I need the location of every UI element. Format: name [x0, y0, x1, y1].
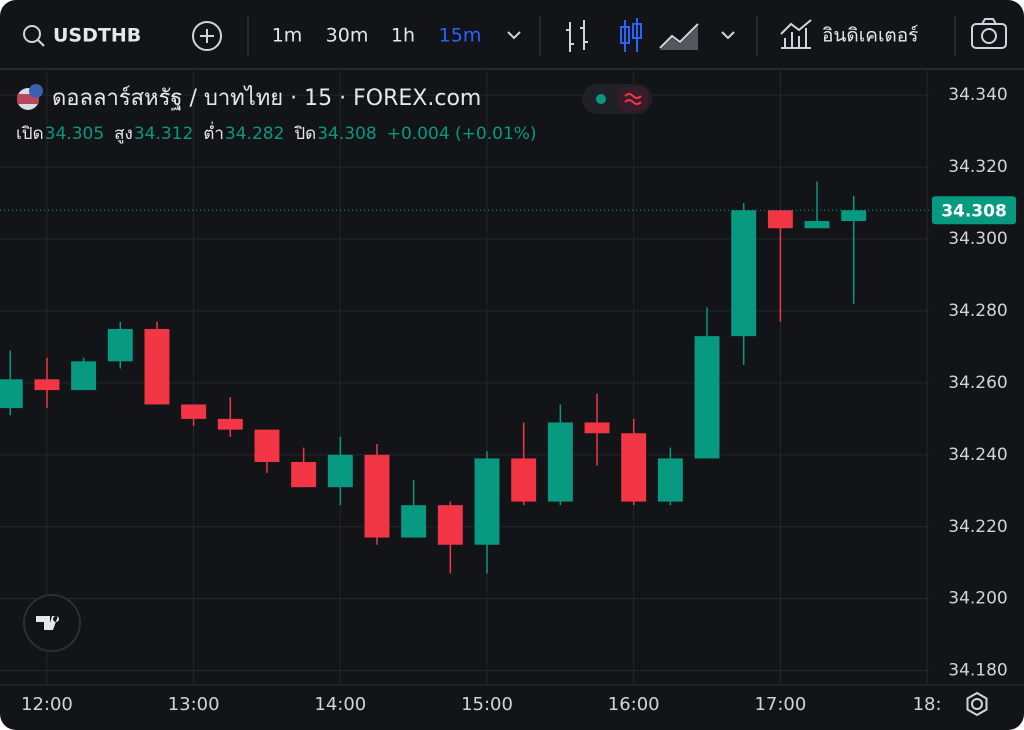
camera-lens	[981, 28, 997, 44]
candle-body	[107, 328, 133, 362]
x-tick-label: 16:00	[608, 694, 660, 715]
candles-icon-body	[632, 23, 642, 39]
interval[interactable]: 30m	[326, 25, 369, 47]
ohlc-label: สูง	[114, 124, 133, 144]
candle-body	[657, 458, 683, 502]
ohlc-row: เปิด 34.305 สูง 34.312 ต่ำ 34.282 ปิด 34.308 +0.…	[16, 121, 537, 144]
candle-body	[437, 505, 463, 545]
x-tick-label: 15:00	[461, 694, 513, 715]
ohlc-value: 34.312	[134, 124, 193, 144]
candle-body	[547, 422, 573, 502]
add-symbol-button[interactable]	[192, 21, 222, 51]
interval-active[interactable]: 15m	[439, 25, 482, 47]
candles	[0, 181, 930, 574]
snapshot-button[interactable]	[971, 23, 1007, 49]
candle-body	[694, 336, 720, 459]
y-tick-label: 34.220	[948, 517, 1007, 537]
add-icon	[200, 29, 214, 43]
area-icon-fill	[660, 26, 698, 50]
candle-body	[291, 462, 317, 488]
data-status	[618, 87, 648, 111]
candle-body	[364, 454, 390, 538]
settings-gear[interactable]	[971, 698, 983, 710]
y-tick-label: 34.280	[948, 301, 1007, 321]
ohlc-value: 34.305	[45, 124, 104, 144]
candle-body	[621, 433, 647, 502]
flag-stripe	[17, 94, 39, 104]
candle-body	[841, 210, 867, 222]
candle-body	[217, 418, 243, 430]
search-icon[interactable]	[23, 25, 41, 43]
symbol[interactable]: USDTHB	[53, 25, 141, 47]
candle-body	[584, 422, 610, 434]
ohlc-value: 34.282	[225, 124, 284, 144]
legend: ดอลลาร์สหรัฐ / บาทไทย · 15 · FOREX.com เ…	[16, 84, 652, 652]
settings-gear-outline	[966, 691, 988, 717]
last-price-box	[932, 196, 1016, 225]
candle-body	[804, 221, 830, 229]
candle-body	[474, 458, 500, 545]
x-tick-label: 12:00	[21, 694, 73, 715]
y-tick-label: 34.260	[948, 373, 1007, 393]
last-price-label: 34.308	[941, 201, 1007, 221]
flag-icon-th	[29, 84, 43, 98]
bars-icon[interactable]	[566, 20, 588, 52]
candle-body	[254, 429, 280, 463]
x-tick-label: 13:00	[168, 694, 220, 715]
x-tick-label: 14:00	[314, 694, 366, 715]
candle-body	[181, 404, 207, 419]
candle-body	[327, 454, 353, 488]
ohlc-label: ปิด	[294, 124, 317, 144]
toolbar: USDTHB 1m 30m 1h 15m อินดิเคเตอร์	[0, 16, 1024, 70]
x-tick-label: 17:00	[754, 694, 806, 715]
candle-body	[511, 458, 537, 502]
y-tick-label: 34.240	[948, 445, 1007, 465]
area-icon[interactable]	[659, 23, 699, 49]
grid	[0, 70, 930, 685]
candle-body	[144, 328, 170, 405]
camera-top	[981, 18, 997, 25]
candle-body	[0, 379, 23, 409]
indicators-button[interactable]: อินดิเคเตอร์	[822, 25, 918, 47]
ohlc-value: 34.308	[317, 124, 376, 144]
y-tick-label: 34.200	[948, 589, 1007, 609]
interval-dropdown[interactable]	[507, 31, 521, 40]
y-tick-label: 34.340	[948, 85, 1007, 105]
candles-icon-body	[620, 26, 630, 44]
candle-body	[401, 505, 427, 538]
y-tick-label: 34.320	[948, 157, 1007, 177]
indicators-icon[interactable]	[780, 19, 812, 49]
interval[interactable]: 1m	[272, 25, 303, 47]
ohlc-label: เปิด	[16, 124, 44, 144]
candle-body	[731, 210, 757, 337]
logo-mark	[36, 616, 60, 630]
market-status	[596, 94, 606, 104]
candle-body	[71, 361, 97, 391]
candle-body	[767, 210, 793, 229]
chart-type-dropdown[interactable]	[721, 31, 735, 40]
data-status-icon	[624, 93, 642, 105]
candle-body	[34, 379, 60, 391]
y-tick-label: 34.300	[948, 229, 1007, 249]
ohlc-label: ต่ำ	[203, 121, 224, 144]
x-tick-label: 18:	[913, 694, 942, 715]
interval[interactable]: 1h	[391, 25, 415, 47]
search-icon-handle	[37, 39, 45, 47]
chart-title: ดอลลาร์สหรัฐ / บาทไทย · 15 · FOREX.com	[52, 85, 481, 111]
change-label: +0.004 (+0.01%)	[387, 124, 537, 144]
y-tick-label: 34.180	[948, 661, 1007, 681]
